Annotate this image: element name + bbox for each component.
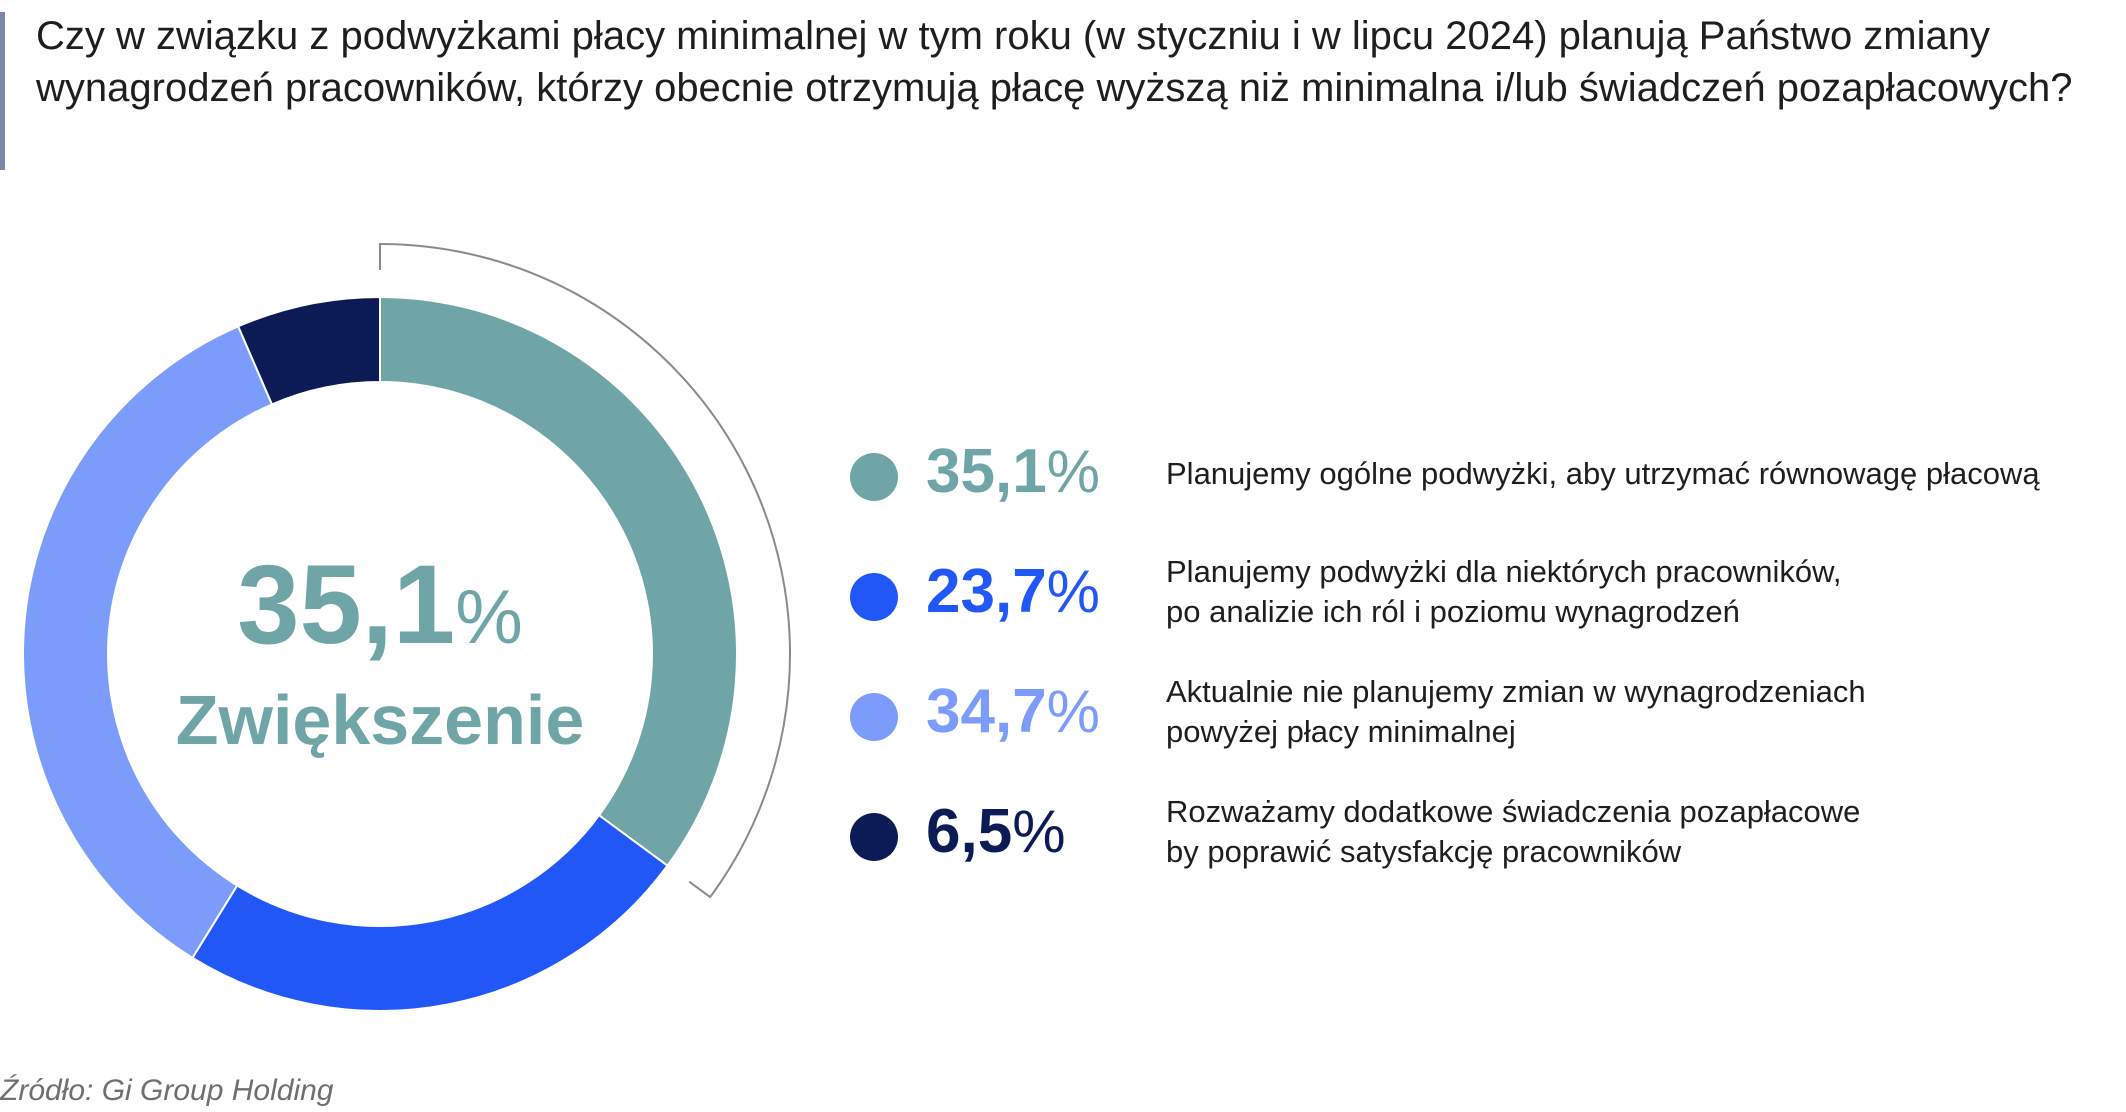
legend: 35,1% Planujemy ogólne podwyżki, aby utr… [850, 430, 2110, 910]
center-value-number: 35,1 [237, 542, 456, 667]
legend-label: Rozważamy dodatkowe świadczenia pozapłac… [1166, 792, 2110, 872]
legend-label-line: Planujemy podwyżki dla niektórych pracow… [1166, 554, 1842, 589]
legend-dot [850, 573, 898, 621]
legend-label-line: po analizie ich ról i poziomu wynagrodze… [1166, 594, 1740, 629]
legend-value-number: 35,1 [926, 437, 1047, 506]
legend-value: 6,5% [926, 794, 1066, 870]
title-accent-bar [0, 12, 5, 170]
legend-value-unit: % [1046, 558, 1101, 625]
center-value: 35,1% [130, 545, 630, 678]
legend-value: 23,7% [926, 554, 1100, 630]
center-label: Zwiększenie [175, 681, 585, 759]
chart-title: Czy w związku z podwyżkami płacy minimal… [36, 14, 2073, 110]
legend-label-line: Planujemy ogólne podwyżki, aby utrzymać … [1166, 456, 2040, 491]
legend-value-unit: % [1046, 678, 1101, 745]
legend-item: 6,5% Rozważamy dodatkowe świadczenia poz… [850, 790, 2110, 910]
source-note: Źródło: Gi Group Holding [0, 1074, 334, 1107]
legend-label-line: powyżej płacy minimalnej [1166, 714, 1516, 749]
donut-slice [22, 325, 274, 960]
legend-value: 35,1% [926, 434, 1100, 510]
legend-label: Planujemy ogólne podwyżki, aby utrzymać … [1166, 454, 2110, 494]
legend-value-number: 6,5 [926, 797, 1013, 866]
legend-value-number: 34,7 [926, 677, 1047, 746]
legend-dot [850, 813, 898, 861]
donut-slice [191, 813, 669, 1012]
legend-label-line: by poprawić satysfakcję pracowników [1166, 834, 1682, 869]
legend-label-line: Aktualnie nie planujemy zmian w wynagrod… [1166, 674, 1866, 709]
donut-slice [379, 295, 738, 868]
legend-item: 35,1% Planujemy ogólne podwyżki, aby utr… [850, 430, 2110, 550]
center-value-unit: % [455, 575, 523, 660]
legend-label-line: Rozważamy dodatkowe świadczenia pozapłac… [1166, 794, 1861, 829]
highlight-bracket [379, 242, 791, 899]
donut-slice [236, 295, 381, 406]
legend-value-unit: % [1046, 438, 1101, 505]
legend-item: 23,7% Planujemy podwyżki dla niektórych … [850, 550, 2110, 670]
legend-label: Planujemy podwyżki dla niektórych pracow… [1166, 552, 2110, 632]
legend-label: Aktualnie nie planujemy zmian w wynagrod… [1166, 672, 2110, 752]
legend-item: 34,7% Aktualnie nie planujemy zmian w wy… [850, 670, 2110, 790]
legend-dot [850, 453, 898, 501]
legend-dot [850, 693, 898, 741]
legend-value-unit: % [1012, 798, 1066, 865]
legend-value: 34,7% [926, 674, 1100, 750]
legend-value-number: 23,7 [926, 557, 1047, 626]
